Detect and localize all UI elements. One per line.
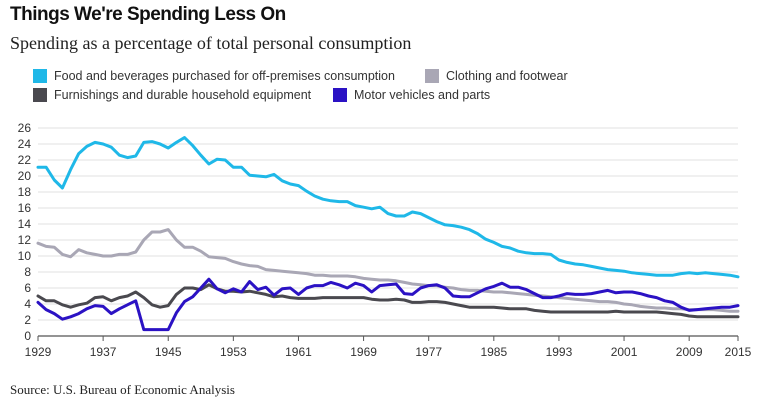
y-tick-label: 16 [18,201,32,215]
y-tick-label: 24 [18,137,32,151]
x-tick-label: 1985 [480,345,507,359]
x-tick-label: 2001 [611,345,638,359]
legend-item-food: Food and beverages purchased for off-pre… [33,69,395,83]
x-tick-label: 1961 [285,345,312,359]
y-tick-label: 2 [24,313,31,327]
y-tick-label: 12 [18,233,32,247]
series-line-furnishings [36,283,740,319]
legend-swatch-furnishings [33,88,47,102]
x-axis-ticks: 1929 1937 1945 1953 1961 1969 1977 1985 1993 2001… [25,336,752,359]
chart-source: Source: U.S. Bureau of Economic Analysis [10,382,235,397]
chart-title: Things We're Spending Less On [10,4,286,25]
series-line-food [36,136,740,279]
x-tick-label: 1993 [546,345,573,359]
legend-item-motor-vehicles: Motor vehicles and parts [333,88,490,102]
x-tick-label: 2009 [676,345,703,359]
legend-label-clothing: Clothing and footwear [446,69,568,83]
legend-swatch-clothing [425,69,439,83]
legend-label-motor-vehicles: Motor vehicles and parts [354,88,491,102]
legend-item-clothing: Clothing and footwear [425,69,568,83]
legend-swatch-motor-vehicles [333,88,347,102]
x-tick-label: 1937 [90,345,117,359]
x-tick-label: 1945 [155,345,182,359]
x-tick-label: 1969 [350,345,377,359]
y-tick-label: 4 [24,297,31,311]
y-gridlines [38,127,738,337]
chart-subtitle: Spending as a percentage of total person… [10,33,412,53]
y-tick-label: 8 [24,265,31,279]
series-line-clothing [36,228,740,313]
y-tick-label: 20 [18,169,32,183]
x-tick-label: 1929 [25,345,52,359]
y-tick-label: 0 [24,329,31,343]
series-lines [36,136,740,332]
y-tick-label: 22 [18,153,32,167]
y-tick-label: 6 [24,281,31,295]
legend-label-furnishings: Furnishings and durable household equipm… [54,88,312,102]
y-tick-label: 26 [18,121,32,135]
x-tick-label: 2015 [725,345,752,359]
legend-label-food: Food and beverages purchased for off-pre… [54,69,395,83]
x-tick-label: 1953 [220,345,247,359]
y-tick-label: 18 [18,185,32,199]
legend-item-furnishings: Furnishings and durable household equipm… [33,88,311,102]
series-line-motor-vehicles [36,277,740,332]
y-tick-label: 10 [18,249,32,263]
y-tick-label: 14 [18,217,32,231]
legend-swatch-food [33,69,47,83]
x-tick-label: 1977 [415,345,442,359]
